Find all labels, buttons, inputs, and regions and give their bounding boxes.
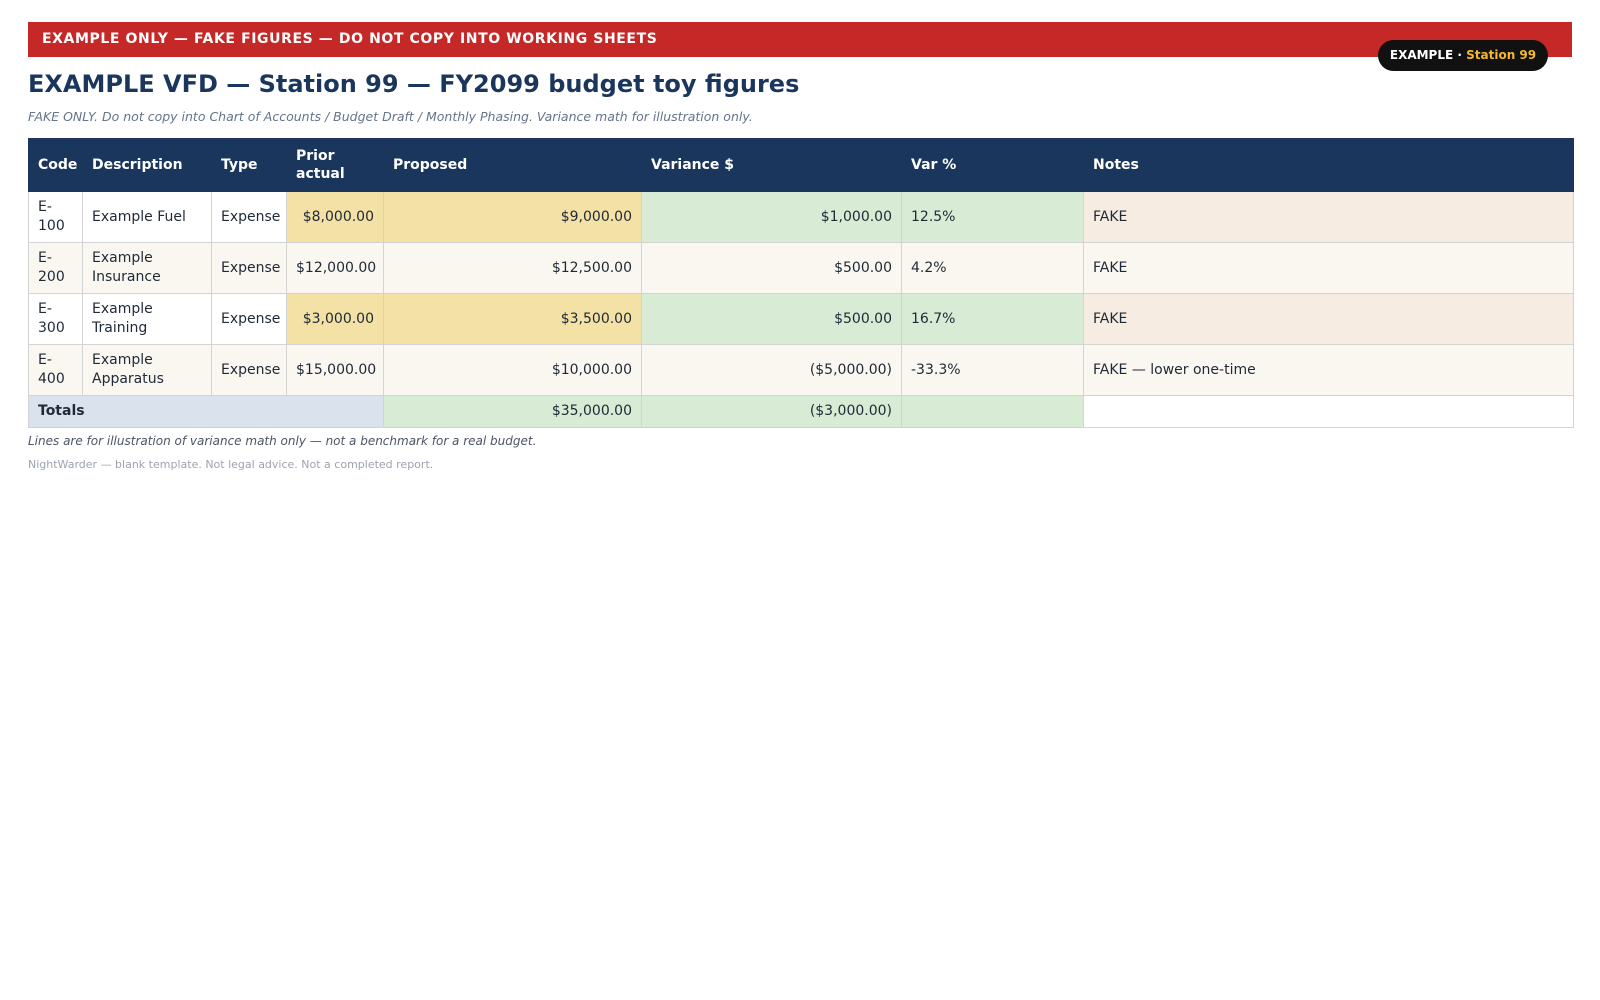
column-header-description: Description	[82, 138, 212, 192]
totals-row: Totals $35,000.00 ($3,000.00)	[28, 395, 1574, 428]
column-header-proposed: Proposed	[383, 138, 642, 192]
cell-var-pct[interactable]: 12.5%	[901, 191, 1084, 243]
totals-label: Totals	[28, 395, 384, 428]
cell-notes[interactable]: FAKE	[1083, 191, 1574, 243]
table-row: E-400 Example Apparatus Expense $15,000.…	[28, 344, 1574, 396]
cell-variance[interactable]: $1,000.00	[641, 191, 902, 243]
column-header-code: Code	[28, 138, 83, 192]
table-row: E-200 Example Insurance Expense $12,000.…	[28, 242, 1574, 294]
cell-prior-actual[interactable]: $3,000.00	[286, 293, 384, 345]
cell-proposed[interactable]: $3,500.00	[383, 293, 642, 345]
cell-type[interactable]: Expense	[211, 293, 287, 345]
cell-prior-actual[interactable]: $8,000.00	[286, 191, 384, 243]
table-header-row: Code Description Type Prior actual Propo…	[28, 138, 1574, 192]
page-title: EXAMPLE VFD — Station 99 — FY2099 budget…	[28, 70, 800, 98]
cell-variance[interactable]: $500.00	[641, 293, 902, 345]
cell-notes[interactable]: FAKE — lower one-time	[1083, 344, 1574, 396]
cell-description[interactable]: Example Training	[82, 293, 212, 345]
cell-proposed[interactable]: $9,000.00	[383, 191, 642, 243]
totals-notes[interactable]	[1083, 395, 1574, 428]
table-row: E-300 Example Training Expense $3,000.00…	[28, 293, 1574, 345]
cell-type[interactable]: Expense	[211, 242, 287, 294]
cell-code[interactable]: E-400	[28, 344, 83, 396]
column-header-notes: Notes	[1083, 138, 1574, 192]
budget-table: Code Description Type Prior actual Propo…	[28, 138, 1574, 428]
footer-text: NightWarder — blank template. Not legal …	[28, 458, 434, 471]
cell-description[interactable]: Example Apparatus	[82, 344, 212, 396]
table-row: E-100 Example Fuel Expense $8,000.00 $9,…	[28, 191, 1574, 243]
warning-banner: EXAMPLE ONLY — FAKE FIGURES — DO NOT COP…	[28, 22, 1572, 57]
cell-prior-actual[interactable]: $12,000.00	[286, 242, 384, 294]
cell-code[interactable]: E-100	[28, 191, 83, 243]
cell-variance[interactable]: $500.00	[641, 242, 902, 294]
totals-variance[interactable]: ($3,000.00)	[641, 395, 902, 428]
footnote: Lines are for illustration of variance m…	[28, 434, 537, 448]
cell-var-pct[interactable]: 16.7%	[901, 293, 1084, 345]
station-badge-station: Station 99	[1466, 48, 1537, 62]
cell-proposed[interactable]: $12,500.00	[383, 242, 642, 294]
cell-proposed[interactable]: $10,000.00	[383, 344, 642, 396]
station-badge: EXAMPLE · Station 99	[1378, 40, 1548, 71]
column-header-type: Type	[211, 138, 287, 192]
cell-var-pct[interactable]: -33.3%	[901, 344, 1084, 396]
cell-var-pct[interactable]: 4.2%	[901, 242, 1084, 294]
cell-description[interactable]: Example Fuel	[82, 191, 212, 243]
cell-variance[interactable]: ($5,000.00)	[641, 344, 902, 396]
totals-proposed[interactable]: $35,000.00	[383, 395, 642, 428]
cell-description[interactable]: Example Insurance	[82, 242, 212, 294]
cell-prior-actual[interactable]: $15,000.00	[286, 344, 384, 396]
column-header-var-pct: Var %	[901, 138, 1084, 192]
cell-type[interactable]: Expense	[211, 344, 287, 396]
cell-notes[interactable]: FAKE	[1083, 242, 1574, 294]
warning-banner-text: EXAMPLE ONLY — FAKE FIGURES — DO NOT COP…	[42, 31, 658, 47]
cell-code[interactable]: E-300	[28, 293, 83, 345]
totals-var-pct[interactable]	[901, 395, 1084, 428]
station-badge-prefix: EXAMPLE ·	[1389, 48, 1462, 62]
cell-notes[interactable]: FAKE	[1083, 293, 1574, 345]
cell-type[interactable]: Expense	[211, 191, 287, 243]
column-header-prior-actual: Prior actual	[286, 138, 384, 192]
cell-code[interactable]: E-200	[28, 242, 83, 294]
column-header-variance: Variance $	[641, 138, 902, 192]
page-subtitle: FAKE ONLY. Do not copy into Chart of Acc…	[28, 109, 753, 124]
